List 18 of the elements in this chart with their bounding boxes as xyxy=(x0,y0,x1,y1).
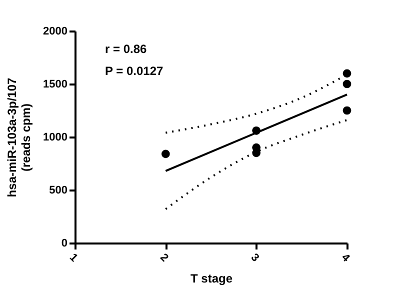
y-tick-label: 1000 xyxy=(43,132,68,144)
y-tick-label: 500 xyxy=(49,184,68,196)
x-tick-label: 4 xyxy=(339,252,352,265)
x-tick-label: 1 xyxy=(67,252,80,264)
x-axis-title: T stage xyxy=(190,272,233,286)
point xyxy=(161,150,170,158)
point xyxy=(342,106,352,115)
point xyxy=(342,80,352,88)
y-axis-title: hsa-miR-103a-3p/107 (reads cpm) xyxy=(5,77,34,198)
annotation: r = 0.86 xyxy=(105,42,148,56)
annotation: P = 0.0127 xyxy=(105,64,164,78)
x-tick-label: 3 xyxy=(248,252,262,264)
y-tick-label: 2000 xyxy=(43,26,68,38)
line-series xyxy=(164,119,348,210)
y-tick-label: 1500 xyxy=(43,78,68,90)
point xyxy=(342,69,352,78)
x-tick-label: 2 xyxy=(158,252,170,264)
y-tick-label: 0 xyxy=(61,238,68,250)
